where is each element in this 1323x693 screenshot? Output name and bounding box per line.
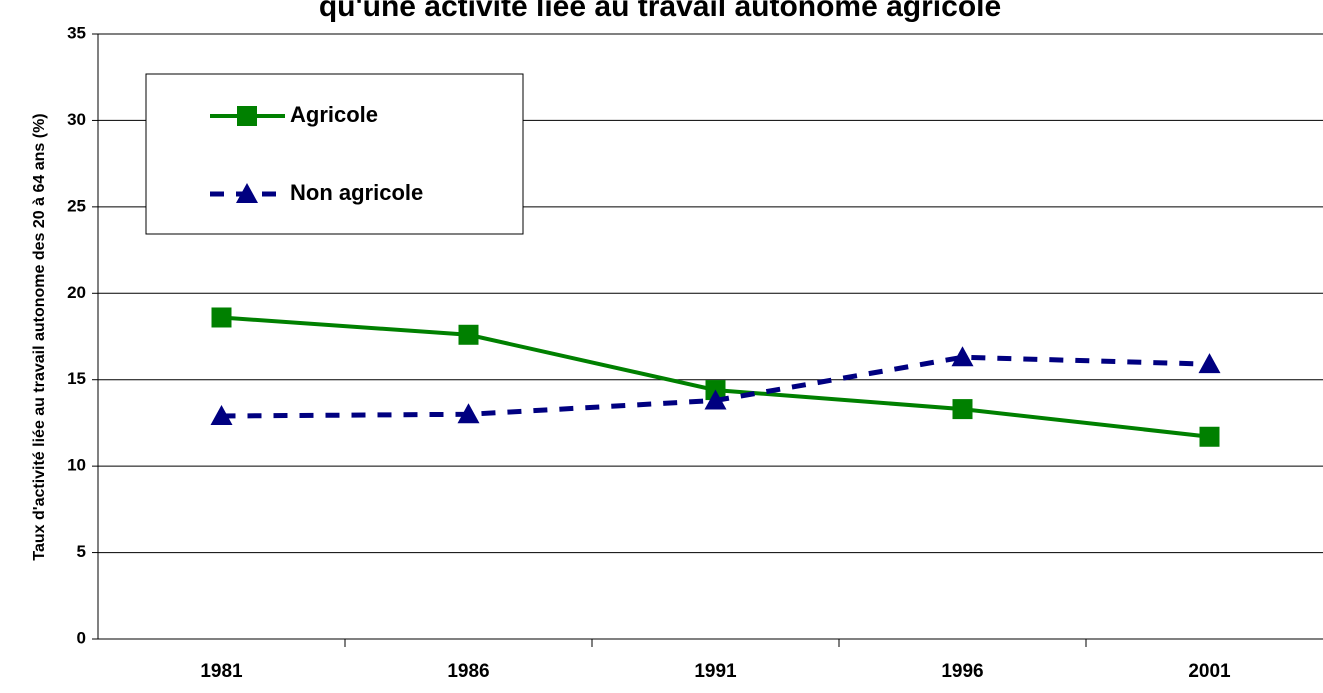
point: [236, 183, 258, 203]
x-tick-label: 1996: [941, 661, 983, 682]
point: [457, 403, 480, 424]
y-tick-label: 20: [67, 283, 86, 302]
chart-title: qu'une activité liée au travail autonome…: [319, 0, 1001, 23]
x-tick-label: 1981: [200, 661, 243, 682]
point: [951, 346, 974, 367]
line: [221, 315, 1210, 439]
x-tick-label: 1991: [694, 661, 737, 682]
point: [704, 389, 727, 410]
point: [211, 307, 232, 328]
y-axis-label: Taux d'activité liée au travail autonome…: [31, 113, 48, 560]
y-tick-label: 30: [67, 110, 86, 129]
point: [458, 324, 479, 345]
legend-label: Non agricole: [290, 180, 423, 205]
point: [210, 405, 233, 426]
point: [1198, 353, 1221, 374]
y-tick-label: 0: [77, 628, 86, 647]
y-tick-label: 10: [67, 456, 86, 475]
legend-label: Agricole: [290, 102, 378, 127]
point: [1199, 426, 1220, 447]
point: [952, 399, 973, 420]
y-tick-label: 35: [67, 23, 86, 42]
y-tick-label: 15: [67, 369, 86, 388]
y-tick-label: 5: [77, 542, 86, 561]
x-tick-label: 2001: [1188, 661, 1231, 682]
y-tick-label: 25: [67, 196, 86, 215]
x-tick-label: 1986: [447, 661, 489, 682]
point: [237, 106, 257, 126]
legend-box: [145, 73, 524, 235]
